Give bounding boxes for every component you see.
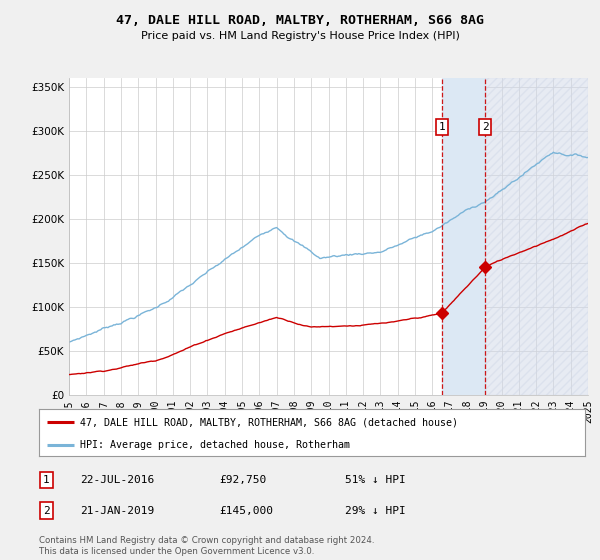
Text: Price paid vs. HM Land Registry's House Price Index (HPI): Price paid vs. HM Land Registry's House … — [140, 31, 460, 41]
Text: 51% ↓ HPI: 51% ↓ HPI — [345, 475, 406, 485]
Text: 47, DALE HILL ROAD, MALTBY, ROTHERHAM, S66 8AG (detached house): 47, DALE HILL ROAD, MALTBY, ROTHERHAM, S… — [80, 417, 458, 427]
Bar — [442, 78, 485, 395]
Text: 1: 1 — [43, 475, 49, 485]
Text: 22-JUL-2016: 22-JUL-2016 — [80, 475, 154, 485]
Text: £145,000: £145,000 — [219, 506, 273, 516]
Text: 1: 1 — [439, 122, 445, 132]
Text: £92,750: £92,750 — [219, 475, 266, 485]
Text: 21-JAN-2019: 21-JAN-2019 — [80, 506, 154, 516]
Text: 2: 2 — [482, 122, 488, 132]
Text: Contains HM Land Registry data © Crown copyright and database right 2024.
This d: Contains HM Land Registry data © Crown c… — [39, 536, 374, 556]
Text: 29% ↓ HPI: 29% ↓ HPI — [345, 506, 406, 516]
Text: 47, DALE HILL ROAD, MALTBY, ROTHERHAM, S66 8AG: 47, DALE HILL ROAD, MALTBY, ROTHERHAM, S… — [116, 14, 484, 27]
Bar — [485, 78, 588, 395]
Text: 2: 2 — [43, 506, 49, 516]
Text: HPI: Average price, detached house, Rotherham: HPI: Average price, detached house, Roth… — [80, 440, 350, 450]
